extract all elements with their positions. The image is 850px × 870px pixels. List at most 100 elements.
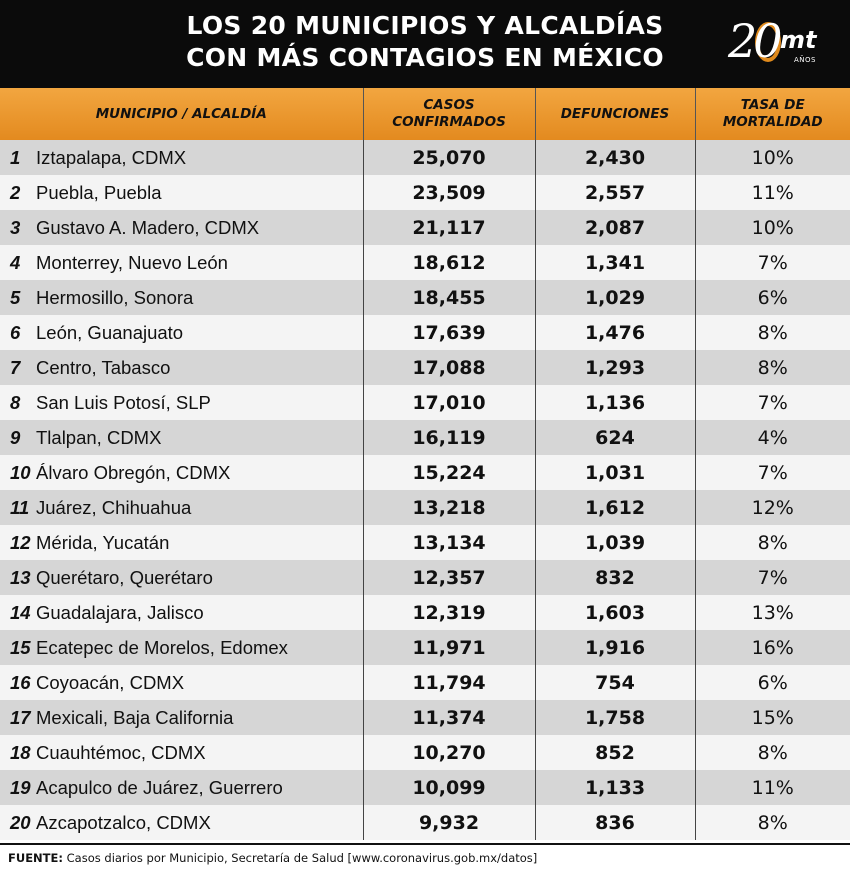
cell-tasa-value: 7% <box>757 251 788 274</box>
cell-defunciones-value: 754 <box>595 671 635 694</box>
cell-tasa-value: 13% <box>751 601 794 624</box>
rank-number: 18 <box>10 741 31 763</box>
municipio-name: Monterrey, Nuevo León <box>36 251 228 273</box>
cell-defunciones: 1,293 <box>534 350 695 385</box>
cell-casos-value: 11,971 <box>412 636 486 659</box>
rank-number: 5 <box>10 286 21 308</box>
rank-number: 14 <box>10 601 31 623</box>
logo-number: 20 <box>728 14 783 68</box>
municipio-name: Guadalajara, Jalisco <box>36 601 204 623</box>
cell-municipio: 20 Azcapotzalco, CDMX <box>0 805 363 840</box>
table-row: 15 Ecatepec de Morelos, Edomex 11,971 1,916… <box>0 630 850 665</box>
cell-tasa: 10% <box>694 210 850 245</box>
table-row: 13 Querétaro, Querétaro 12,357 832 7% <box>0 560 850 595</box>
cell-defunciones: 1,603 <box>534 595 695 630</box>
cell-defunciones: 1,758 <box>534 700 695 735</box>
cell-tasa-value: 11% <box>751 776 794 799</box>
table-row: 5 Hermosillo, Sonora 18,455 1,029 6% <box>0 280 850 315</box>
column-header-defunciones: DEFUNCIONES <box>534 88 695 140</box>
rank-number: 12 <box>10 531 31 553</box>
cell-tasa-value: 12% <box>751 496 794 519</box>
municipio-name: Iztapalapa, CDMX <box>36 146 187 168</box>
cell-casos-value: 12,319 <box>412 601 486 624</box>
cell-tasa-value: 6% <box>757 671 788 694</box>
cell-tasa: 13% <box>694 595 850 630</box>
cell-tasa: 4% <box>694 420 850 455</box>
cell-casos-value: 16,119 <box>412 426 486 449</box>
table-row: 10 Álvaro Obregón, CDMX 15,224 1,031 7% <box>0 455 850 490</box>
cell-municipio: 7 Centro, Tabasco <box>0 350 363 385</box>
table-row: 7 Centro, Tabasco 17,088 1,293 8% <box>0 350 850 385</box>
cell-municipio: 16 Coyoacán, CDMX <box>0 665 363 700</box>
cell-tasa: 11% <box>694 175 850 210</box>
cell-tasa-value: 7% <box>757 391 788 414</box>
table-row: 4 Monterrey, Nuevo León 18,612 1,341 7% <box>0 245 850 280</box>
cell-defunciones: 1,133 <box>534 770 695 805</box>
cell-defunciones-value: 836 <box>595 811 635 834</box>
rank-number: 11 <box>10 496 30 518</box>
cell-defunciones-value: 2,557 <box>584 181 646 204</box>
cell-defunciones-value: 1,029 <box>584 286 646 309</box>
cell-defunciones: 624 <box>534 420 695 455</box>
cell-municipio: 19 Acapulco de Juárez, Guerrero <box>0 770 363 805</box>
cell-tasa-value: 11% <box>751 181 794 204</box>
cell-tasa: 8% <box>694 350 850 385</box>
cell-municipio: 18 Cuauhtémoc, CDMX <box>0 735 363 770</box>
cell-defunciones-value: 1,341 <box>584 251 646 274</box>
logo-ring-icon <box>755 22 781 62</box>
municipio-name: Cuauhtémoc, CDMX <box>36 741 206 763</box>
cell-casos: 23,509 <box>362 175 535 210</box>
cell-defunciones: 2,087 <box>534 210 695 245</box>
table-row: 16 Coyoacán, CDMX 11,794 754 6% <box>0 665 850 700</box>
cell-municipio: 14 Guadalajara, Jalisco <box>0 595 363 630</box>
cell-tasa-value: 16% <box>751 636 794 659</box>
municipio-name: Puebla, Puebla <box>36 181 162 203</box>
cell-municipio: 1 Iztapalapa, CDMX <box>0 140 363 175</box>
source-label: FUENTE: <box>8 851 63 865</box>
municipio-name: San Luis Potosí, SLP <box>36 391 211 413</box>
cell-casos: 13,134 <box>362 525 535 560</box>
cell-tasa-value: 7% <box>757 566 788 589</box>
cell-tasa-value: 15% <box>751 706 794 729</box>
cell-defunciones-value: 1,603 <box>584 601 646 624</box>
cell-casos-value: 13,134 <box>412 531 486 554</box>
cell-casos: 15,224 <box>362 455 535 490</box>
table-row: 6 León, Guanajuato 17,639 1,476 8% <box>0 315 850 350</box>
cell-defunciones-value: 624 <box>595 426 635 449</box>
cell-casos: 21,117 <box>362 210 535 245</box>
rank-number: 17 <box>10 706 31 728</box>
cell-tasa: 6% <box>694 665 850 700</box>
cell-casos-value: 18,612 <box>412 251 486 274</box>
cell-casos-value: 11,374 <box>412 706 486 729</box>
cell-casos-value: 23,509 <box>412 181 486 204</box>
cell-defunciones: 832 <box>534 560 695 595</box>
cell-defunciones-value: 852 <box>595 741 635 764</box>
column-header-casos: CASOS CONFIRMADOS <box>362 88 535 140</box>
cell-tasa: 16% <box>694 630 850 665</box>
cell-casos: 18,455 <box>362 280 535 315</box>
cell-defunciones: 852 <box>534 735 695 770</box>
cell-tasa-value: 8% <box>757 356 788 379</box>
municipio-name: Coyoacán, CDMX <box>36 671 185 693</box>
table-row: 9 Tlalpan, CDMX 16,119 624 4% <box>0 420 850 455</box>
cell-tasa: 8% <box>694 735 850 770</box>
cell-casos-value: 15,224 <box>412 461 486 484</box>
cell-casos: 18,612 <box>362 245 535 280</box>
cell-defunciones: 1,476 <box>534 315 695 350</box>
cell-casos-value: 17,010 <box>412 391 486 414</box>
cell-casos: 13,218 <box>362 490 535 525</box>
rank-number: 4 <box>10 251 21 273</box>
cell-municipio: 17 Mexicali, Baja California <box>0 700 363 735</box>
cell-defunciones: 1,029 <box>534 280 695 315</box>
table-row: 1 Iztapalapa, CDMX 25,070 2,430 10% <box>0 140 850 175</box>
cell-casos: 11,971 <box>362 630 535 665</box>
rank-number: 20 <box>10 811 31 833</box>
cell-municipio: 5 Hermosillo, Sonora <box>0 280 363 315</box>
mediotiempo-20-anos-logo: 20 mt AÑOS <box>728 14 828 74</box>
cell-municipio: 6 León, Guanajuato <box>0 315 363 350</box>
cell-tasa: 7% <box>694 560 850 595</box>
cell-casos-value: 9,932 <box>418 811 480 834</box>
source-text: Casos diarios por Municipio, Secretaría … <box>62 851 538 865</box>
municipio-name: Gustavo A. Madero, CDMX <box>36 216 260 238</box>
municipio-name: Juárez, Chihuahua <box>36 496 192 518</box>
